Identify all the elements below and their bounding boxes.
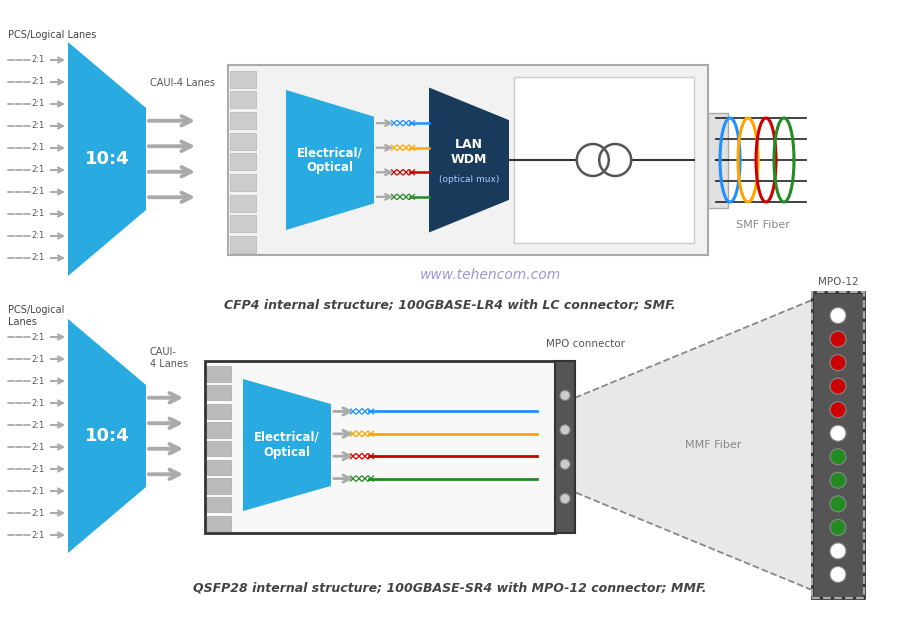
Polygon shape [575, 300, 812, 590]
Bar [207, 404, 231, 419]
Text: 2:1: 2:1 [32, 487, 45, 495]
Polygon shape [286, 90, 374, 230]
Text: CFP4 internal structure; 100GBASE-LR4 with LC connector; SMF.: CFP4 internal structure; 100GBASE-LR4 wi… [224, 298, 676, 311]
Bar [230, 236, 256, 253]
Text: 2:1: 2:1 [32, 231, 45, 241]
Text: QSFP28 internal structure; 100GBASE-SR4 with MPO-12 connector; MMF.: QSFP28 internal structure; 100GBASE-SR4 … [194, 582, 706, 595]
Circle shape [830, 308, 846, 324]
Text: www.tehencom.com: www.tehencom.com [419, 268, 561, 282]
Text: (optical mux): (optical mux) [439, 175, 500, 185]
Polygon shape [68, 42, 146, 276]
Text: 2:1: 2:1 [32, 355, 45, 363]
Bar [207, 441, 231, 456]
Bar [207, 479, 231, 494]
Text: Electrical/
Optical: Electrical/ Optical [254, 431, 320, 459]
Text: 2:1: 2:1 [32, 78, 45, 87]
Text: Electrical/
Optical: Electrical/ Optical [297, 146, 363, 174]
Circle shape [560, 391, 570, 401]
Bar [228, 65, 708, 255]
Circle shape [830, 543, 846, 559]
Text: 2:1: 2:1 [32, 332, 45, 342]
Bar [207, 516, 231, 531]
Polygon shape [68, 319, 146, 553]
Circle shape [830, 402, 846, 418]
Text: 2:1: 2:1 [32, 122, 45, 130]
Bar [207, 385, 231, 401]
Text: MMF Fiber: MMF Fiber [685, 440, 742, 450]
Text: 2:1: 2:1 [32, 56, 45, 64]
Circle shape [830, 567, 846, 582]
Circle shape [830, 449, 846, 465]
Polygon shape [243, 379, 331, 511]
Text: 2:1: 2:1 [32, 254, 45, 262]
Bar [555, 361, 575, 533]
Circle shape [830, 425, 846, 441]
Bar [230, 71, 256, 87]
Text: 2:1: 2:1 [32, 166, 45, 174]
Text: CAUI-4 Lanes: CAUI-4 Lanes [150, 78, 215, 88]
Circle shape [830, 378, 846, 394]
Bar [230, 91, 256, 108]
Text: 2:1: 2:1 [32, 210, 45, 218]
Circle shape [830, 520, 846, 536]
Circle shape [830, 496, 846, 512]
Bar [708, 112, 728, 208]
Bar [230, 112, 256, 129]
Text: 2:1: 2:1 [32, 420, 45, 430]
Circle shape [560, 425, 570, 435]
Text: 2:1: 2:1 [32, 399, 45, 407]
Text: PCS/Logical Lanes: PCS/Logical Lanes [8, 30, 96, 40]
Text: SMF Fiber: SMF Fiber [736, 220, 790, 230]
Text: PCS/Logical
Lanes: PCS/Logical Lanes [8, 305, 65, 327]
Text: MPO connector: MPO connector [545, 339, 625, 349]
Text: 2:1: 2:1 [32, 187, 45, 197]
Bar [205, 361, 555, 533]
Circle shape [560, 459, 570, 469]
Bar [812, 292, 864, 598]
Circle shape [830, 472, 846, 489]
Bar [230, 174, 256, 191]
Text: MPO-12: MPO-12 [818, 277, 859, 287]
Bar [514, 77, 694, 243]
Bar [207, 366, 231, 382]
Circle shape [560, 494, 570, 503]
Text: 10:4: 10:4 [85, 150, 130, 168]
Text: 2:1: 2:1 [32, 376, 45, 386]
Bar [230, 195, 256, 211]
Bar [207, 459, 231, 475]
Text: LAN
WDM: LAN WDM [451, 138, 487, 166]
Text: 2:1: 2:1 [32, 143, 45, 153]
Polygon shape [429, 87, 509, 232]
Text: 2:1: 2:1 [32, 99, 45, 108]
Text: CAUI-
4 Lanes: CAUI- 4 Lanes [150, 347, 188, 369]
Text: 2:1: 2:1 [32, 443, 45, 451]
Text: 2:1: 2:1 [32, 508, 45, 518]
Bar [207, 497, 231, 512]
Bar [230, 215, 256, 232]
Text: 10:4: 10:4 [85, 427, 130, 445]
Bar [207, 422, 231, 438]
Bar [230, 133, 256, 149]
Circle shape [830, 355, 846, 371]
Text: 2:1: 2:1 [32, 464, 45, 474]
Text: 2:1: 2:1 [32, 531, 45, 539]
Circle shape [830, 331, 846, 347]
Bar [230, 153, 256, 170]
Bar [812, 292, 864, 598]
